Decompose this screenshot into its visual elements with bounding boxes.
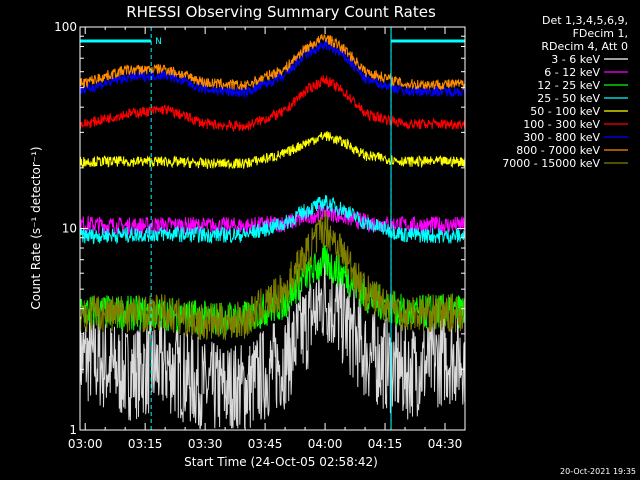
series-line-4 xyxy=(79,131,466,169)
series-line-6 xyxy=(79,39,466,98)
legend-label-5: 100 - 300 keV xyxy=(523,118,600,131)
y-axis-label: Count Rate (s⁻¹ detector⁻¹) xyxy=(29,146,43,309)
series-line-8 xyxy=(79,210,466,341)
series-line-3 xyxy=(79,195,466,245)
y-axis-ticks: 1 10 100 xyxy=(54,20,465,437)
legend: Det 1,3,4,5,6,9,FDecim 1,RDecim 4, Att 0… xyxy=(502,14,628,170)
x-tick-label-1: 03:15 xyxy=(128,437,163,451)
x-axis-ticks: 03:00 03:15 03:30 03:45 04:00 04:15 04:30 xyxy=(68,27,466,451)
y-tick-label-2: 100 xyxy=(54,20,77,34)
legend-header-line-2: RDecim 4, Att 0 xyxy=(541,40,628,53)
series-line-0 xyxy=(79,260,466,429)
legend-label-8: 7000 - 15000 keV xyxy=(502,157,600,170)
legend-label-6: 300 - 800 keV xyxy=(523,131,600,144)
x-tick-label-2: 03:30 xyxy=(188,437,223,451)
x-tick-label-6: 04:30 xyxy=(428,437,463,451)
legend-header-line-0: Det 1,3,4,5,6,9, xyxy=(542,14,628,27)
series-line-2 xyxy=(79,245,466,336)
legend-header-line-1: FDecim 1, xyxy=(573,27,628,40)
chart-title: RHESSI Observing Summary Count Rates xyxy=(126,3,436,21)
series-line-7 xyxy=(79,33,466,91)
y-tick-label-1: 10 xyxy=(62,222,77,236)
series-line-1 xyxy=(79,202,466,236)
legend-label-3: 25 - 50 keV xyxy=(537,92,600,105)
legend-label-0: 3 - 6 keV xyxy=(551,53,600,66)
legend-label-2: 12 - 25 keV xyxy=(537,79,600,92)
legend-label-7: 800 - 7000 keV xyxy=(516,144,600,157)
x-tick-label-3: 03:45 xyxy=(248,437,283,451)
legend-label-4: 50 - 100 keV xyxy=(530,105,600,118)
y-tick-label-0: 1 xyxy=(69,423,77,437)
x-tick-label-0: 03:00 xyxy=(68,437,103,451)
x-axis-label: Start Time (24-Oct-05 02:58:42) xyxy=(184,455,378,469)
legend-label-1: 6 - 12 keV xyxy=(544,66,600,79)
night-flag-label: N xyxy=(155,37,162,47)
series-line-5 xyxy=(79,75,466,133)
x-tick-label-5: 04:15 xyxy=(368,437,403,451)
x-tick-label-4: 04:00 xyxy=(308,437,343,451)
series-layer xyxy=(79,33,466,429)
timestamp: 20-Oct-2021 19:35 xyxy=(560,467,636,476)
